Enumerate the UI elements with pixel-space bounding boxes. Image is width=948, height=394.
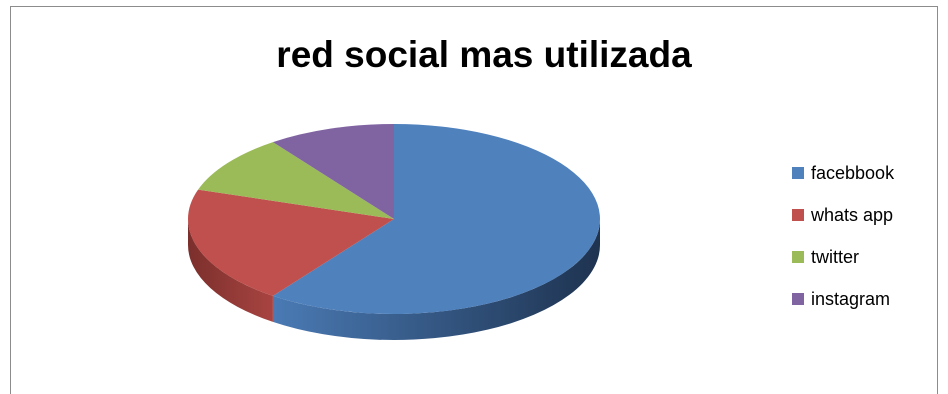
legend-swatch <box>792 167 804 179</box>
legend-label: whats app <box>811 204 894 225</box>
legend-swatch <box>792 209 804 221</box>
legend-item: whats app <box>792 204 894 226</box>
pie-slice-whats-app <box>187 189 394 296</box>
legend-item: facebbook <box>792 162 894 184</box>
pie-slice-side-whats-app <box>188 219 273 322</box>
legend-swatch <box>792 251 804 263</box>
legend-item: instagram <box>792 288 894 310</box>
legend-label: facebbook <box>811 162 895 183</box>
legend-swatch <box>792 293 804 305</box>
pie-slice-instagram <box>272 124 394 219</box>
pie-slice-side-facebbook <box>272 219 600 341</box>
legend-item: twitter <box>792 246 894 268</box>
legend: facebbook whats app twitter instagram <box>792 162 894 330</box>
pie-slice-twitter <box>198 142 394 219</box>
legend-label: instagram <box>811 288 891 309</box>
legend-label: twitter <box>811 246 860 267</box>
pie-slice-facebbook <box>272 124 600 314</box>
chart-title: red social mas utilizada <box>276 34 692 75</box>
